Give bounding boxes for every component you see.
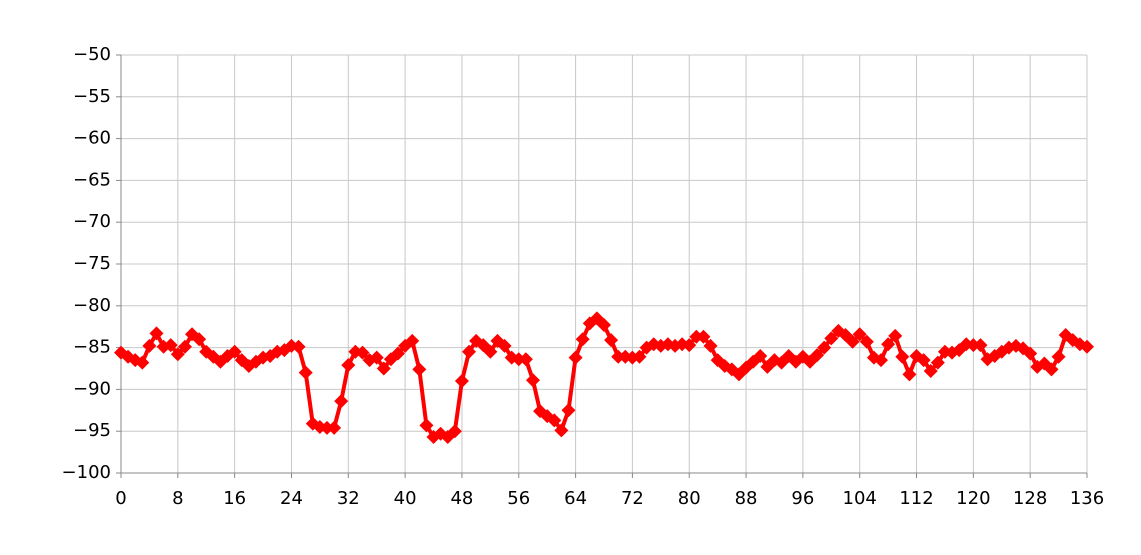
- data-point: [561, 403, 576, 418]
- x-tick-label: 88: [735, 488, 758, 509]
- data-point: [483, 344, 498, 359]
- data-point: [327, 420, 342, 435]
- data-point: [135, 355, 150, 370]
- data-point: [334, 394, 349, 409]
- y-tick-label: −60: [73, 128, 111, 149]
- x-tick-label: 8: [172, 488, 183, 509]
- data-point: [419, 418, 434, 433]
- data-point: [447, 424, 462, 439]
- x-tick-label: 72: [621, 488, 644, 509]
- data-line: [119, 316, 1088, 440]
- y-tick-label: −75: [73, 253, 111, 274]
- x-tick-label: 128: [1013, 488, 1047, 509]
- data-point: [632, 349, 647, 364]
- y-tick-label: −55: [73, 86, 111, 107]
- data-point: [817, 340, 832, 355]
- data-point: [518, 352, 533, 367]
- data-point: [703, 338, 718, 353]
- data-point: [753, 348, 768, 363]
- data-point: [149, 326, 164, 341]
- data-point: [177, 339, 192, 354]
- data-point: [511, 352, 526, 367]
- data-point: [611, 349, 626, 364]
- data-point: [859, 334, 874, 349]
- x-tick-label: 48: [450, 488, 473, 509]
- data-point: [881, 337, 896, 352]
- x-tick-label: 56: [507, 488, 530, 509]
- y-tick-label: −65: [73, 169, 111, 190]
- y-tick-label: −85: [73, 337, 111, 358]
- data-point: [874, 353, 889, 368]
- data-point: [682, 338, 697, 353]
- data-point: [824, 331, 839, 346]
- data-point: [497, 338, 512, 353]
- data-point: [391, 346, 406, 361]
- y-tick-label: −95: [73, 420, 111, 441]
- data-point: [575, 332, 590, 347]
- x-tick-label: 120: [956, 488, 990, 509]
- y-tick-label: −90: [73, 378, 111, 399]
- data-point: [845, 334, 860, 349]
- x-tick-label: 32: [337, 488, 360, 509]
- data-point: [142, 338, 157, 353]
- data-point: [454, 374, 469, 389]
- data-point: [525, 373, 540, 388]
- data-point: [291, 339, 306, 354]
- y-tick-label: −80: [73, 295, 111, 316]
- data-point: [895, 349, 910, 364]
- data-point: [689, 329, 704, 344]
- x-tick-label: 96: [791, 488, 814, 509]
- data-point: [604, 333, 619, 348]
- data-point: [192, 332, 207, 347]
- x-tick-label: 80: [678, 488, 701, 509]
- data-point: [966, 338, 981, 353]
- x-tick-label: 112: [899, 488, 933, 509]
- data-point: [405, 333, 420, 348]
- data-point: [369, 350, 384, 365]
- data-point: [1051, 349, 1066, 364]
- data-point: [412, 362, 427, 377]
- data-point: [696, 329, 711, 344]
- data-point: [376, 361, 391, 376]
- x-tick-label: 24: [280, 488, 303, 509]
- x-tick-label: 40: [394, 488, 417, 509]
- data-point: [319, 420, 334, 435]
- data-point: [923, 364, 938, 379]
- x-tick-label: 64: [564, 488, 587, 509]
- data-point: [163, 338, 178, 353]
- data-point: [298, 365, 313, 380]
- data-point: [916, 353, 931, 368]
- data-point: [852, 327, 867, 342]
- y-tick-label: −50: [73, 44, 111, 65]
- data-point: [341, 358, 356, 373]
- y-tick-label: −70: [73, 211, 111, 232]
- data-point: [930, 355, 945, 370]
- data-point: [227, 344, 242, 359]
- data-point: [973, 338, 988, 353]
- data-point: [554, 423, 569, 438]
- data-point: [170, 347, 185, 362]
- data-point: [1080, 339, 1094, 354]
- x-tick-label: 0: [115, 488, 126, 509]
- data-point: [355, 345, 370, 360]
- data-point: [597, 318, 611, 333]
- data-point: [810, 348, 825, 363]
- data-point: [547, 413, 562, 428]
- y-tick-label: −100: [62, 462, 111, 483]
- data-point: [888, 328, 903, 343]
- data-point: [1023, 346, 1038, 361]
- data-point: [1044, 362, 1059, 377]
- data-point: [902, 367, 917, 382]
- data-point: [462, 344, 477, 359]
- data-point: [568, 350, 583, 365]
- x-tick-label: 104: [843, 488, 877, 509]
- x-tick-label: 16: [223, 488, 246, 509]
- x-tick-label: 136: [1070, 488, 1104, 509]
